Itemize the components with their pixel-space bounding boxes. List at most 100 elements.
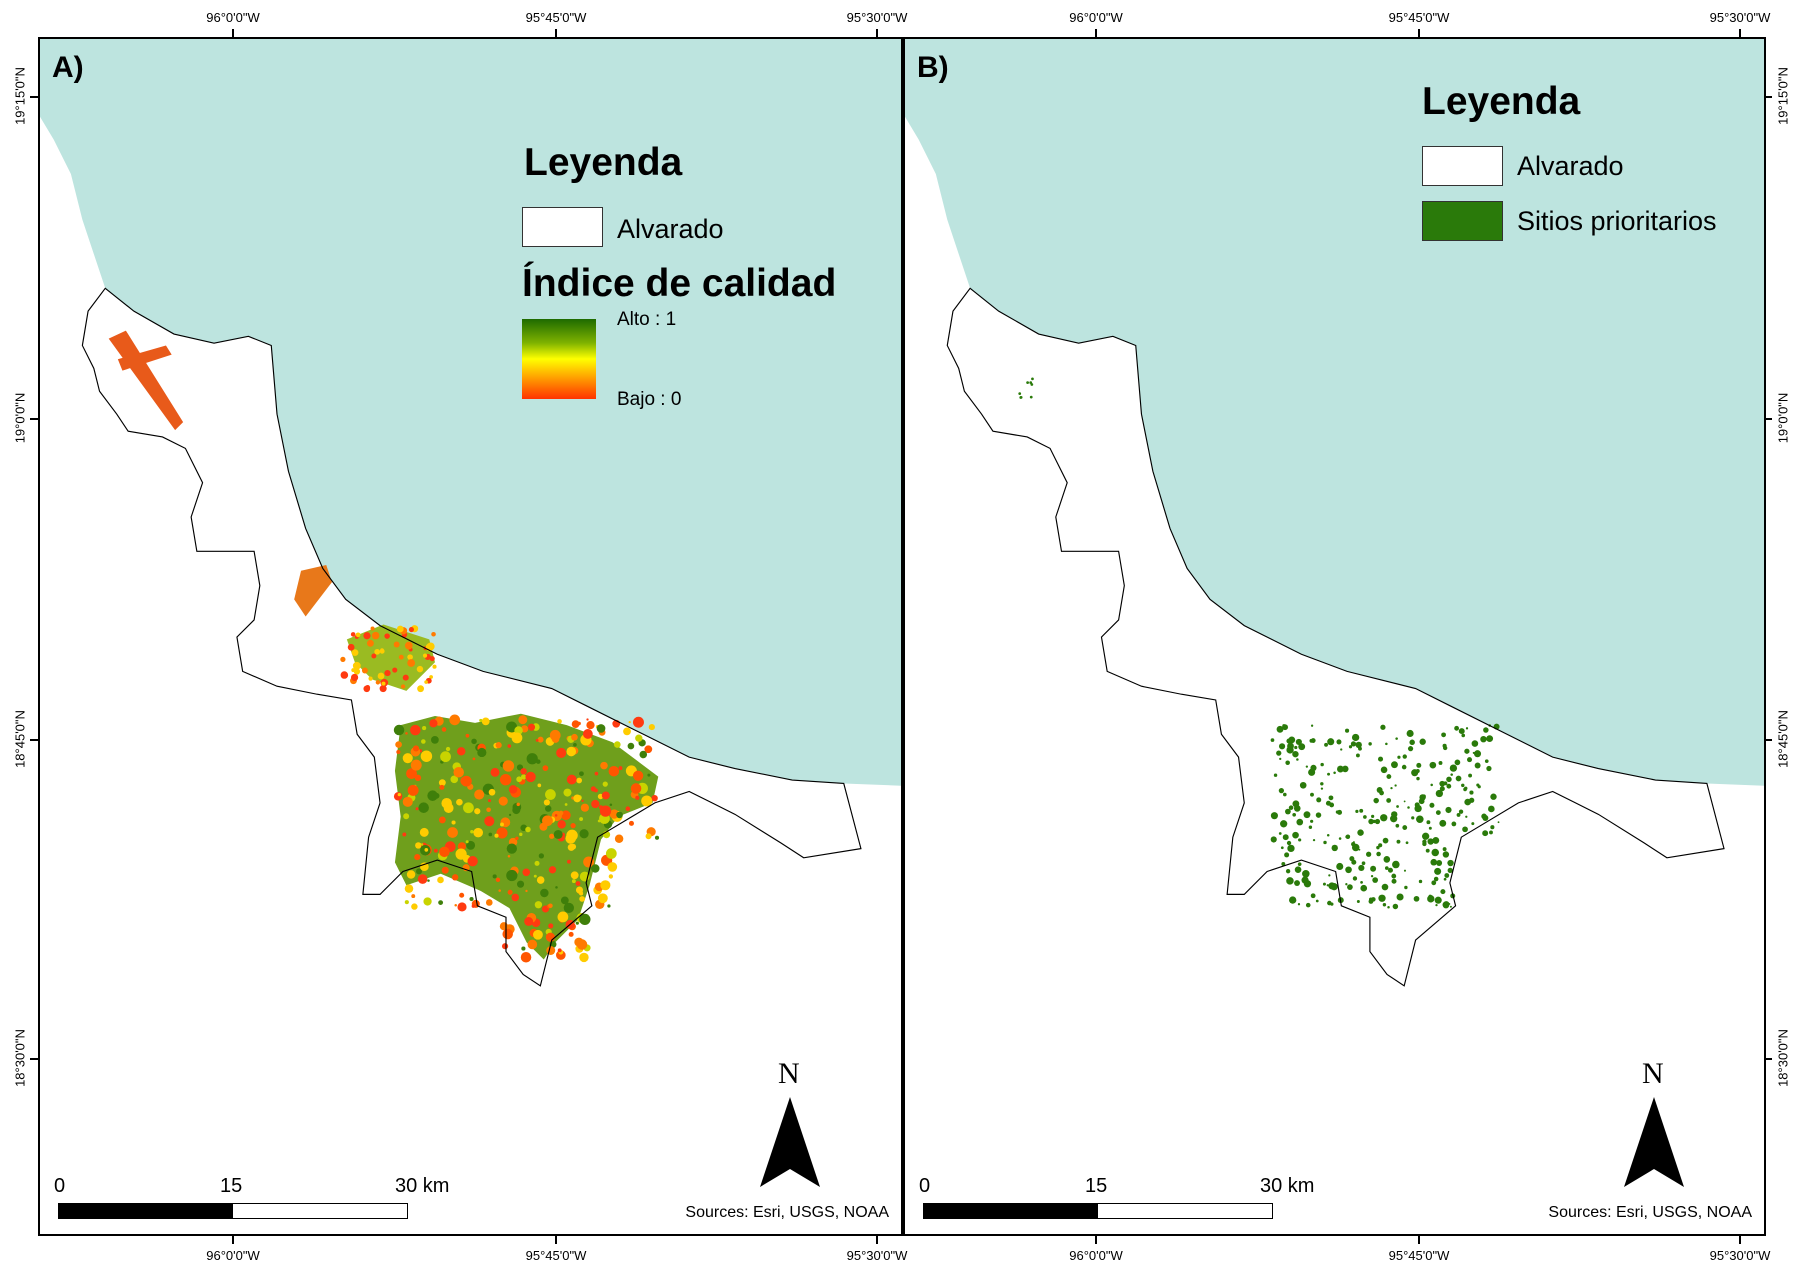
legend-priority-swatch xyxy=(1422,201,1503,241)
quality-pixel xyxy=(395,741,402,748)
priority-site xyxy=(1429,802,1435,808)
priority-site xyxy=(1488,805,1495,813)
quality-pixel xyxy=(566,774,577,785)
quality-pixel xyxy=(579,771,584,777)
quality-pixel xyxy=(540,888,549,898)
priority-site xyxy=(1278,743,1286,750)
tick xyxy=(1764,96,1772,98)
lat-label: 18°45'0"N xyxy=(1775,710,1791,768)
quality-pixel xyxy=(441,866,449,874)
priority-site xyxy=(1019,396,1023,399)
quality-pixel xyxy=(396,749,401,755)
quality-pixel xyxy=(557,911,569,923)
quality-pixel xyxy=(426,642,435,651)
quality-pixel xyxy=(415,842,422,849)
priority-site xyxy=(1454,725,1460,731)
priority-site xyxy=(1345,834,1351,840)
priority-site xyxy=(1298,743,1306,751)
priority-site xyxy=(1378,894,1386,902)
sources-credit: Sources: Esri, USGS, NOAA xyxy=(685,1204,889,1221)
quality-pixel xyxy=(406,768,417,779)
quality-patch xyxy=(108,330,184,431)
lon-label: 95°30'0"W xyxy=(846,1248,908,1263)
quality-pixel xyxy=(473,827,483,838)
priority-site xyxy=(1380,814,1388,822)
priority-site xyxy=(1382,903,1387,907)
quality-pixel xyxy=(570,843,577,850)
legend-boundary-label: Alvarado xyxy=(1517,151,1624,181)
priority-site xyxy=(1484,759,1489,763)
priority-site xyxy=(1303,811,1311,819)
tick xyxy=(30,1058,38,1060)
priority-site xyxy=(1426,820,1431,825)
priority-site xyxy=(1444,873,1450,878)
scale-label-end: 30 km xyxy=(1260,1175,1315,1197)
priority-site xyxy=(1497,821,1500,824)
map-canvas xyxy=(905,39,1764,987)
quality-pixel xyxy=(635,734,643,742)
quality-pixel xyxy=(566,829,578,842)
quality-pixel xyxy=(402,674,409,681)
quality-pixel xyxy=(520,768,527,775)
quality-pixel xyxy=(549,833,555,839)
quality-pixel xyxy=(418,802,429,813)
priority-site xyxy=(1358,864,1365,872)
quality-pixel xyxy=(411,894,416,899)
quality-pixel xyxy=(431,631,436,637)
quality-pixel xyxy=(608,765,620,777)
quality-pixel xyxy=(467,856,478,867)
quality-pixel xyxy=(410,724,421,736)
priority-site xyxy=(1413,895,1420,902)
quality-index-raster xyxy=(108,330,660,963)
quality-pixel xyxy=(450,775,459,784)
priority-site xyxy=(1373,797,1379,804)
quality-pixel xyxy=(454,903,457,907)
quality-pixel xyxy=(453,766,464,778)
quality-pixel xyxy=(384,669,391,677)
priority-site xyxy=(1378,756,1384,762)
tick xyxy=(1095,1236,1097,1244)
quality-pixel xyxy=(502,928,513,940)
quality-pixel xyxy=(445,746,451,752)
quality-pixel xyxy=(472,757,476,761)
priority-site xyxy=(1428,826,1432,830)
quality-pixel xyxy=(438,816,446,824)
quality-pixel xyxy=(485,899,493,906)
priority-site xyxy=(1355,753,1360,758)
priority-site xyxy=(1328,795,1334,801)
priority-site xyxy=(1366,851,1372,857)
quality-pixel xyxy=(430,735,439,744)
priority-site xyxy=(1471,822,1475,826)
quality-pixel xyxy=(515,836,519,841)
priority-site xyxy=(1483,727,1489,733)
quality-pixel xyxy=(481,717,490,726)
quality-pixel xyxy=(609,809,619,819)
quality-pixel xyxy=(520,952,532,963)
priority-site xyxy=(1392,860,1400,869)
quality-pixel xyxy=(402,832,407,837)
quality-pixel xyxy=(402,796,413,807)
quality-pixel xyxy=(535,738,539,742)
quality-pixel xyxy=(451,820,456,825)
quality-pixel xyxy=(350,632,356,637)
quality-pixel xyxy=(429,656,435,662)
map-canvas xyxy=(40,39,901,987)
quality-pixel xyxy=(608,874,614,879)
priority-site xyxy=(1464,748,1470,754)
quality-pixel xyxy=(605,848,617,859)
quality-pixel xyxy=(618,766,623,771)
priority-site xyxy=(1297,903,1301,906)
quality-pixel xyxy=(535,759,541,764)
quality-pixel xyxy=(563,788,572,797)
quality-pixel xyxy=(555,886,558,889)
quality-pixel xyxy=(533,874,537,878)
quality-pixel xyxy=(506,721,518,733)
quality-pixel xyxy=(511,732,523,744)
priority-site xyxy=(1455,775,1462,782)
priority-site xyxy=(1352,876,1358,881)
tick xyxy=(1764,418,1772,420)
quality-pixel xyxy=(579,896,585,902)
quality-pixel xyxy=(371,653,377,659)
quality-pixel xyxy=(488,799,491,803)
quality-pixel xyxy=(474,808,481,815)
